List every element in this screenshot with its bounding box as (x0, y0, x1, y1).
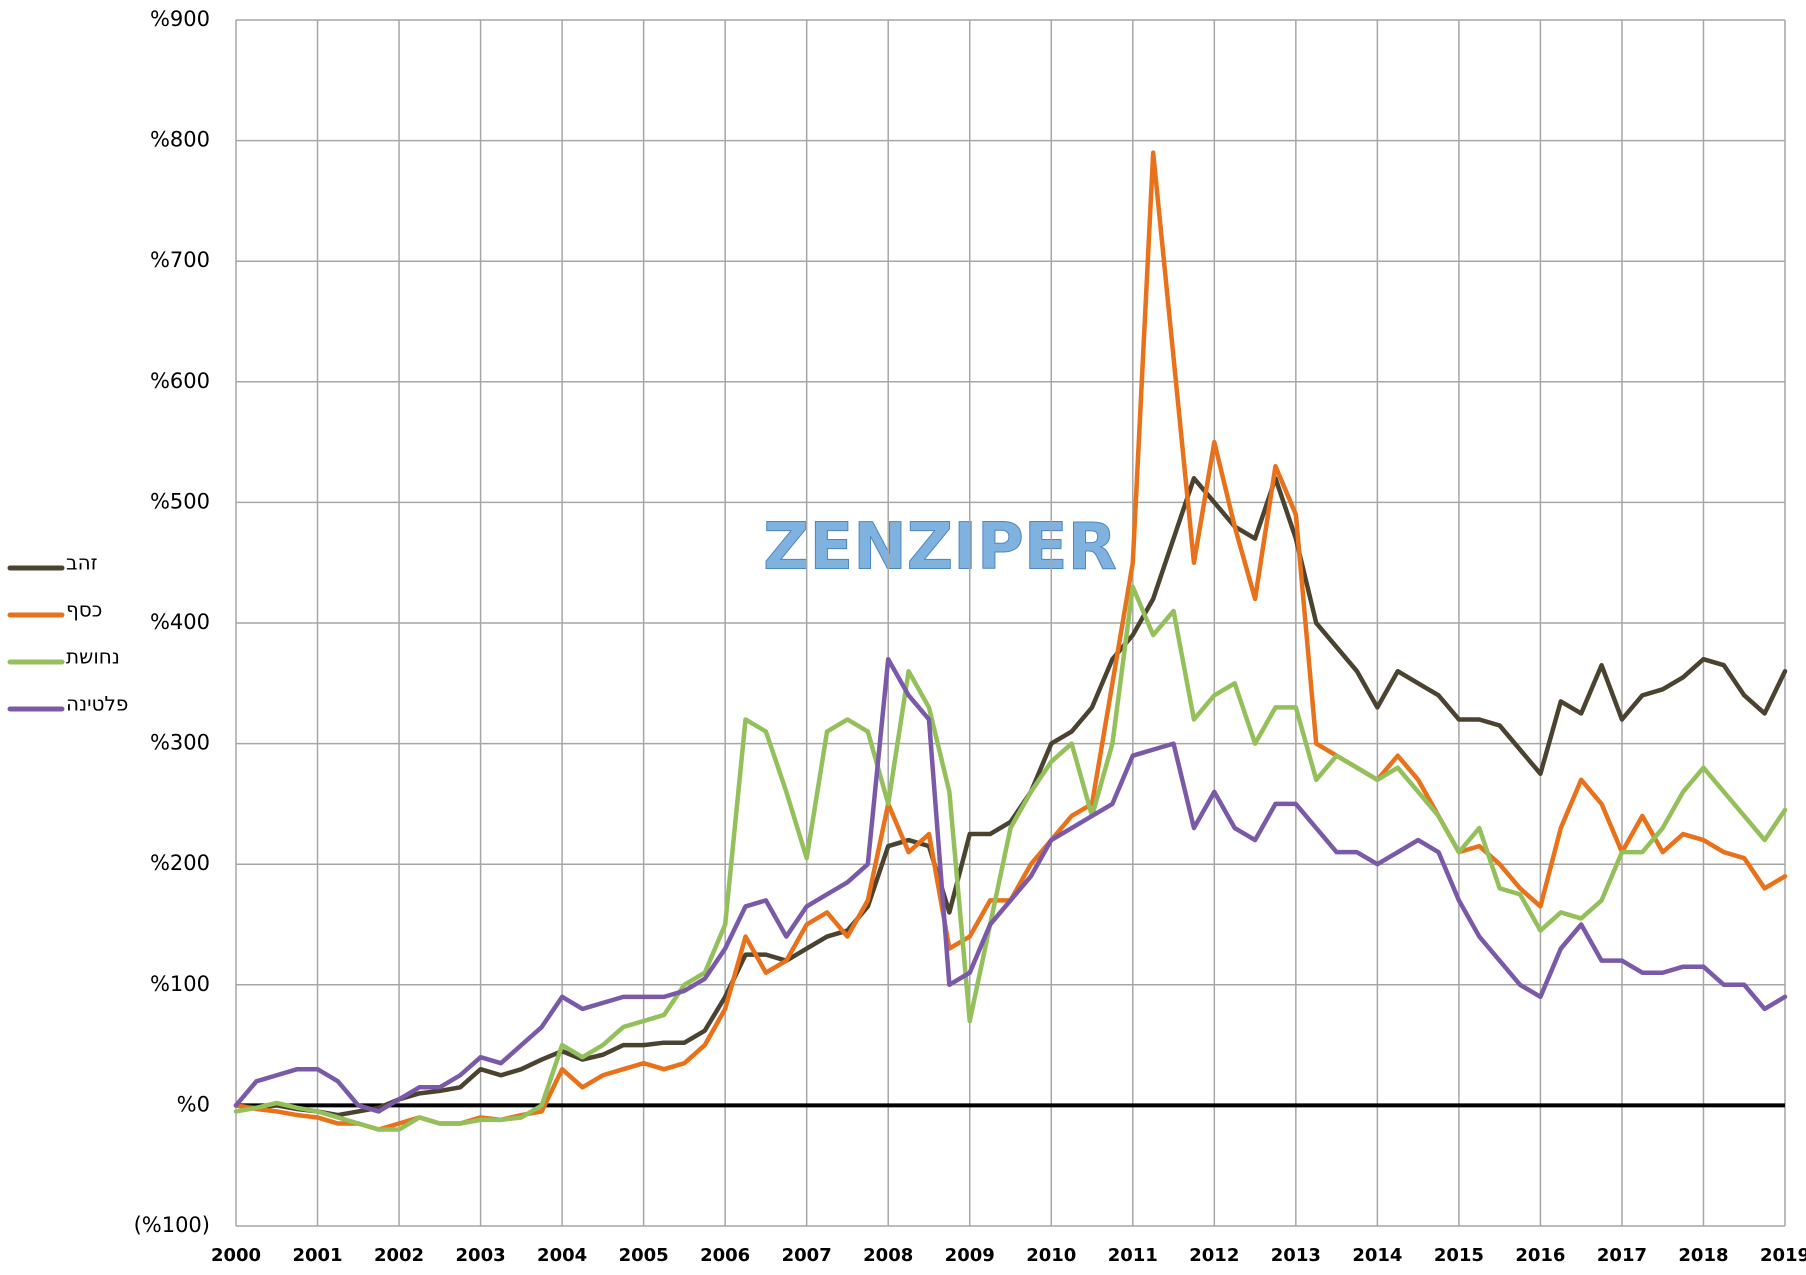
y-tick-label: %300 (150, 731, 210, 755)
x-tick-label: 2011 (1108, 1245, 1158, 1266)
x-tick-label: 2000 (211, 1245, 261, 1266)
x-tick-label: 2016 (1515, 1245, 1565, 1266)
x-tick-label: 2005 (619, 1245, 669, 1266)
x-tick-label: 2007 (782, 1245, 832, 1266)
y-tick-label: %900 (150, 7, 210, 31)
y-tick-label: %500 (150, 489, 210, 513)
legend-label: נחושת (66, 645, 120, 669)
x-tick-label: 2001 (292, 1245, 342, 1266)
y-tick-label: %400 (150, 610, 210, 634)
x-tick-label: 2014 (1352, 1245, 1402, 1266)
legend-label: כסף (66, 598, 102, 622)
y-tick-label: %200 (150, 851, 210, 875)
x-tick-label: 2019 (1760, 1245, 1806, 1266)
x-tick-label: 2003 (456, 1245, 506, 1266)
x-tick-label: 2006 (700, 1245, 750, 1266)
y-tick-label: %700 (150, 248, 210, 272)
y-tick-label: %800 (150, 128, 210, 152)
y-tick-label: (%100) (134, 1213, 210, 1237)
x-tick-label: 2017 (1597, 1245, 1647, 1266)
x-tick-label: 2015 (1434, 1245, 1484, 1266)
x-tick-label: 2002 (374, 1245, 424, 1266)
series-line (233, 150, 1788, 1132)
watermark: ZENZIPER (763, 511, 1117, 585)
x-tick-label: 2008 (863, 1245, 913, 1266)
y-tick-label: %100 (150, 972, 210, 996)
x-tick-label: 2012 (1189, 1245, 1239, 1266)
series-line (233, 476, 1788, 1118)
legend-label: זהב (66, 551, 98, 575)
y-tick-label: %600 (150, 369, 210, 393)
series-line (233, 656, 1788, 1114)
x-tick-label: 2004 (537, 1245, 587, 1266)
x-tick-label: 2018 (1678, 1245, 1728, 1266)
y-tick-label: %0 (177, 1092, 210, 1116)
series-line (233, 584, 1788, 1132)
legend-label: פלטינה (66, 692, 128, 716)
x-tick-label: 2010 (1026, 1245, 1076, 1266)
x-tick-label: 2013 (1271, 1245, 1321, 1266)
x-tick-label: 2009 (945, 1245, 995, 1266)
